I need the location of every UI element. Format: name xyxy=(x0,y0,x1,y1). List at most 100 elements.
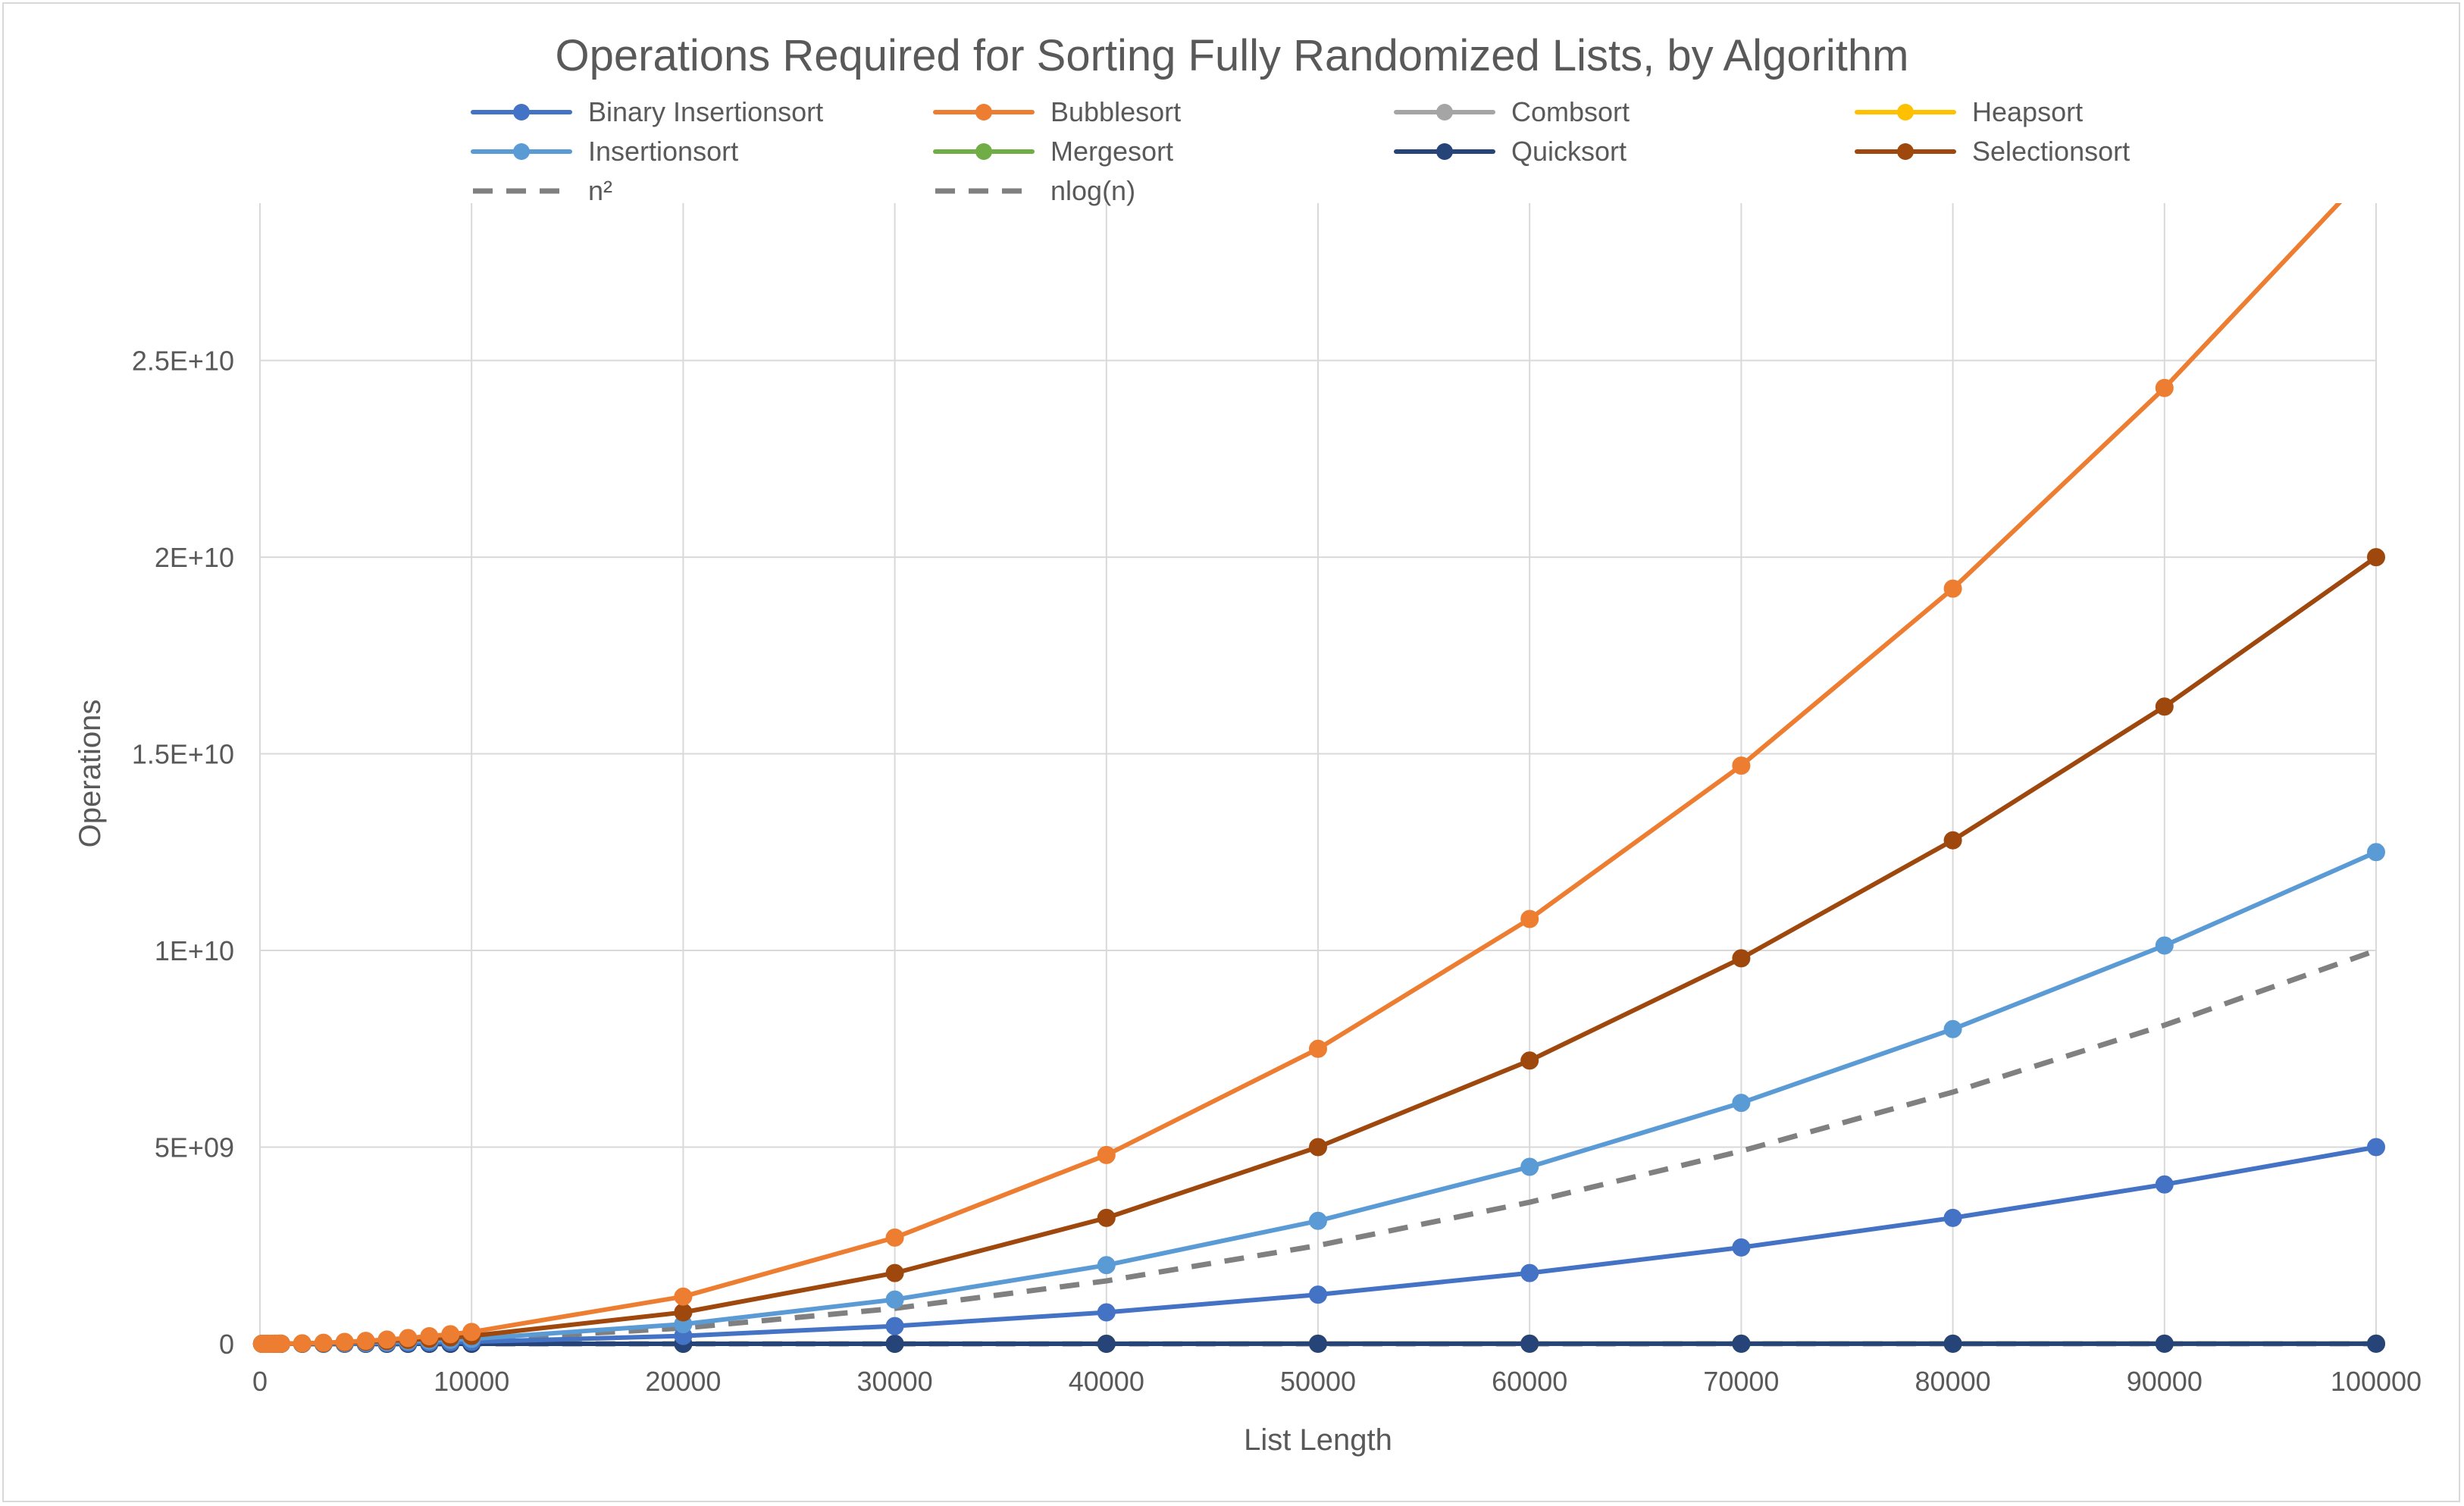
y-tick-label: 0 xyxy=(219,1329,234,1360)
legend-swatch-insertionsort xyxy=(471,143,572,160)
data-point-bubblesort xyxy=(1097,1145,1116,1164)
data-point-bubblesort xyxy=(399,1329,418,1348)
data-point-bubblesort xyxy=(674,1287,693,1306)
data-point-quicksort xyxy=(885,1335,904,1353)
x-tick-label: 20000 xyxy=(645,1366,721,1397)
legend-swatch-heapsort xyxy=(1855,104,1956,121)
legend-swatch-n xyxy=(473,188,570,194)
x-tick-label: 60000 xyxy=(1492,1366,1567,1397)
data-point-insertionsort xyxy=(1520,1157,1539,1176)
legend-swatch-bubblesort xyxy=(933,104,1035,121)
data-point-bubblesort xyxy=(2155,378,2174,397)
data-point-bubblesort xyxy=(1732,756,1751,775)
data-point-insertionsort xyxy=(1309,1211,1327,1230)
data-point-insertionsort xyxy=(1732,1094,1751,1113)
legend-item-n: n² xyxy=(470,171,612,211)
data-point-selectionsort xyxy=(1732,949,1751,968)
legend-item-combsort: Combsort xyxy=(1393,92,1630,132)
y-tick-label: 1E+10 xyxy=(155,935,234,966)
x-tick-label: 100000 xyxy=(2331,1366,2422,1397)
data-point-binary-insertionsort xyxy=(1943,1208,1962,1227)
series-group xyxy=(252,155,2385,1353)
data-point-bubblesort xyxy=(1309,1039,1327,1058)
data-point-bubblesort xyxy=(885,1228,904,1247)
data-point-selectionsort xyxy=(1097,1208,1116,1227)
data-point-binary-insertionsort xyxy=(2367,1138,2385,1157)
data-point-bubblesort xyxy=(1520,910,1539,928)
x-axis-title: List Length xyxy=(1244,1423,1392,1457)
legend-swatch-selectionsort xyxy=(1855,143,1956,160)
data-point-bubblesort xyxy=(377,1330,396,1349)
x-tick-label: 50000 xyxy=(1280,1366,1356,1397)
data-point-bubblesort xyxy=(1943,579,1962,598)
legend-swatch-mergesort xyxy=(933,143,1035,160)
x-tick-label: 0 xyxy=(252,1366,268,1397)
legend-label: Binary Insertionsort xyxy=(588,96,824,127)
chart-title: Operations Required for Sorting Fully Ra… xyxy=(555,31,1909,80)
legend-label: Combsort xyxy=(1511,96,1630,127)
legend-item-selectionsort: Selectionsort xyxy=(1854,132,2130,171)
data-point-insertionsort xyxy=(2155,936,2174,955)
data-point-selectionsort xyxy=(1943,831,1962,850)
data-point-bubblesort xyxy=(271,1334,290,1353)
x-tick-label: 90000 xyxy=(2127,1366,2203,1397)
legend-label: Mergesort xyxy=(1050,136,1174,167)
data-point-insertionsort xyxy=(885,1290,904,1309)
data-point-bubblesort xyxy=(420,1327,439,1345)
data-point-quicksort xyxy=(1732,1334,1751,1353)
data-point-bubblesort xyxy=(2368,155,2384,172)
legend-item-mergesort: Mergesort xyxy=(932,132,1173,171)
data-point-selectionsort xyxy=(1309,1138,1327,1157)
legend-label: nlog(n) xyxy=(1050,175,1136,206)
data-point-quicksort xyxy=(1097,1335,1116,1353)
data-point-bubblesort xyxy=(356,1332,375,1351)
legend-label: Bubblesort xyxy=(1050,96,1182,127)
data-point-binary-insertionsort xyxy=(2155,1175,2174,1194)
legend-label: Heapsort xyxy=(1972,96,2084,127)
legend-item-bubblesort: Bubblesort xyxy=(932,92,1181,132)
x-tick-label: 30000 xyxy=(857,1366,933,1397)
legend-swatch-binary-insertionsort xyxy=(471,104,572,121)
y-tick-label: 2.5E+10 xyxy=(132,346,234,377)
data-point-bubblesort xyxy=(314,1333,333,1352)
legend-item-insertionsort: Insertionsort xyxy=(470,132,738,171)
data-point-binary-insertionsort xyxy=(1732,1238,1751,1257)
data-point-bubblesort xyxy=(462,1323,481,1342)
y-tick-label: 2E+10 xyxy=(155,542,234,573)
data-point-insertionsort xyxy=(2367,843,2385,862)
series-line-insertionsort xyxy=(259,850,2378,1346)
data-point-selectionsort xyxy=(885,1263,904,1282)
data-point-quicksort xyxy=(2367,1334,2385,1353)
data-point-selectionsort xyxy=(674,1303,693,1322)
y-tick-label: 5E+09 xyxy=(155,1132,234,1163)
data-point-bubblesort xyxy=(441,1325,460,1344)
data-point-binary-insertionsort xyxy=(1097,1303,1116,1322)
data-point-quicksort xyxy=(1520,1334,1539,1353)
legend-label: Quicksort xyxy=(1511,136,1627,167)
x-tick-label: 40000 xyxy=(1069,1366,1144,1397)
legend-item-heapsort: Heapsort xyxy=(1854,92,2083,132)
data-point-quicksort xyxy=(1309,1334,1327,1353)
legend-swatch-combsort xyxy=(1394,104,1495,121)
legend-label: n² xyxy=(588,175,613,206)
data-point-quicksort xyxy=(2155,1334,2174,1353)
legend-label: Selectionsort xyxy=(1972,136,2131,167)
data-point-selectionsort xyxy=(2155,697,2174,716)
legend-item-binary-insertionsort: Binary Insertionsort xyxy=(470,92,823,132)
data-point-selectionsort xyxy=(1520,1051,1539,1070)
legend-swatch-nlog-n xyxy=(935,188,1032,194)
x-tick-label: 10000 xyxy=(434,1366,509,1397)
y-tick-label: 1.5E+10 xyxy=(132,739,234,770)
data-point-insertionsort xyxy=(1097,1256,1116,1275)
legend-item-nlog-n: nlog(n) xyxy=(932,171,1135,211)
legend-item-quicksort: Quicksort xyxy=(1393,132,1626,171)
y-axis-title: Operations xyxy=(74,700,107,848)
legend-label: Insertionsort xyxy=(588,136,739,167)
data-point-bubblesort xyxy=(335,1332,354,1351)
data-point-selectionsort xyxy=(2367,548,2385,567)
x-tick-label: 70000 xyxy=(1703,1366,1779,1397)
data-point-quicksort xyxy=(1943,1334,1962,1353)
data-point-binary-insertionsort xyxy=(885,1317,904,1335)
